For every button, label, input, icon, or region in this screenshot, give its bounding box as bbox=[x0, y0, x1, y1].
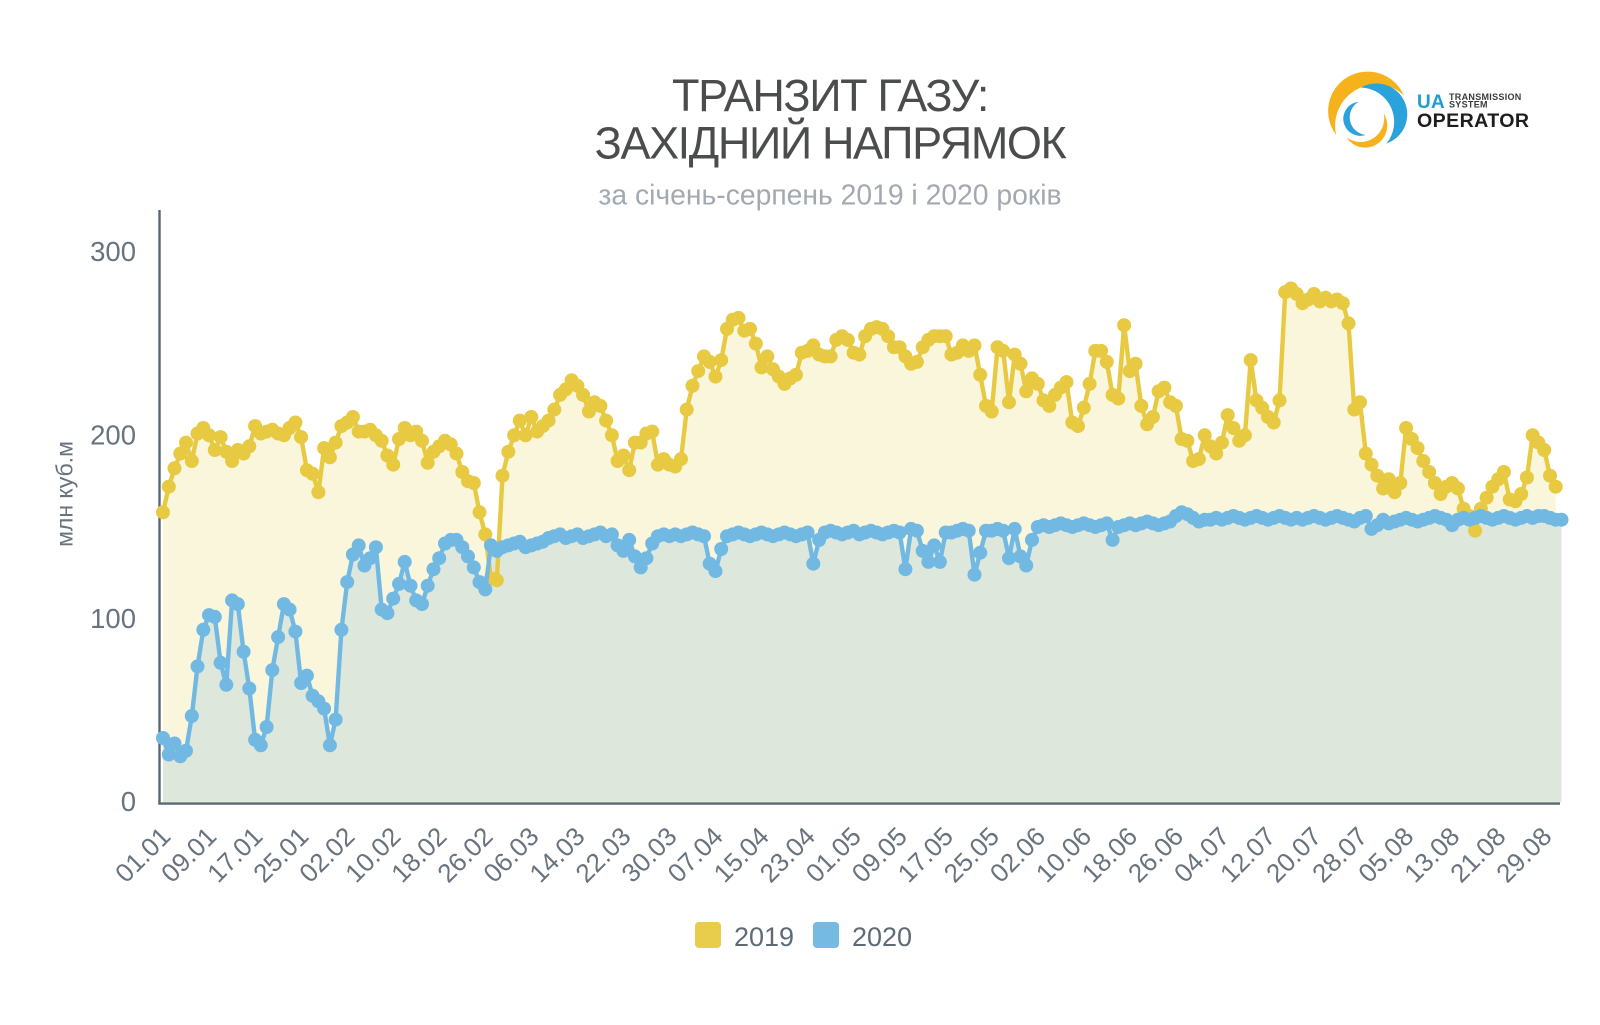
svg-text:UA: UA bbox=[1417, 92, 1445, 113]
svg-text:2020: 2020 bbox=[852, 922, 912, 952]
svg-text:200: 200 bbox=[90, 419, 136, 450]
svg-text:2019: 2019 bbox=[734, 922, 794, 952]
svg-text:100: 100 bbox=[90, 603, 136, 634]
svg-text:ТРАНЗИТ ГАЗУ:: ТРАНЗИТ ГАЗУ: bbox=[672, 70, 988, 121]
svg-text:0: 0 bbox=[121, 786, 136, 817]
svg-text:млн куб.м: млн куб.м bbox=[52, 441, 78, 547]
svg-text:OPERATOR: OPERATOR bbox=[1417, 110, 1529, 132]
svg-text:TRANSMISSION: TRANSMISSION bbox=[1449, 92, 1522, 102]
svg-text:300: 300 bbox=[90, 236, 136, 267]
svg-text:SYSTEM: SYSTEM bbox=[1449, 100, 1488, 110]
svg-text:за січень-серпень 2019 і 2020: за січень-серпень 2019 і 2020 років bbox=[598, 179, 1061, 211]
svg-text:ЗАХІДНИЙ НАПРЯМОК: ЗАХІДНИЙ НАПРЯМОК bbox=[595, 118, 1067, 169]
